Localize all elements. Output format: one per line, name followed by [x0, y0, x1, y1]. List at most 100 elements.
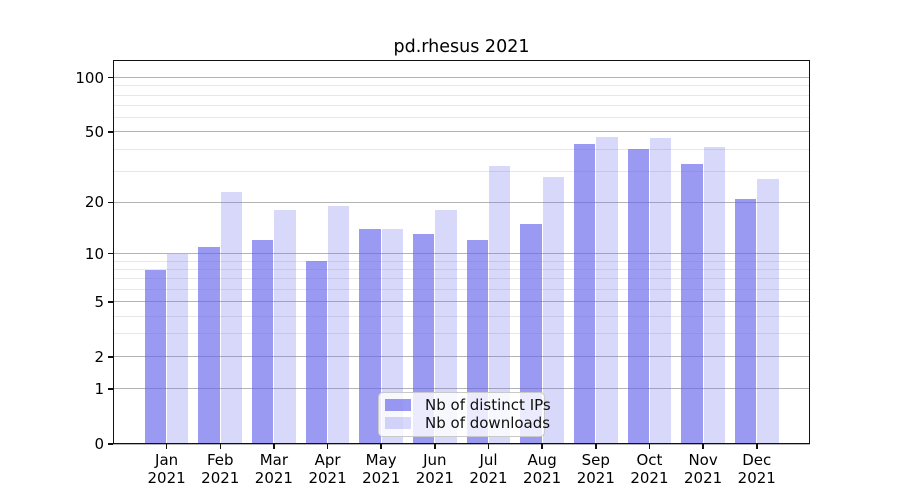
legend-label-downloads: Nb of downloads — [425, 414, 551, 433]
legend: Nb of distinct IPs Nb of downloads — [378, 391, 551, 437]
gridline-major — [113, 443, 810, 445]
x-tick-label: Sep 2021 — [561, 451, 631, 487]
gridline-minor — [113, 170, 810, 172]
gridline-minor — [113, 315, 810, 317]
gridline-minor — [113, 289, 810, 291]
y-tick-label: 20 — [84, 193, 104, 212]
x-tick-mark — [541, 444, 543, 449]
plot-area: Nb of distinct IPs Nb of downloads — [113, 60, 810, 445]
x-tick-mark — [595, 444, 597, 449]
bar-downloads — [649, 138, 672, 444]
x-tick-mark — [702, 444, 704, 449]
bar-downloads — [488, 166, 511, 444]
gridline-minor — [113, 278, 810, 280]
y-tick-mark — [108, 443, 113, 445]
bar-distinct-ips — [198, 246, 220, 444]
x-tick-label: Feb 2021 — [185, 451, 255, 487]
bar-distinct-ips — [681, 164, 703, 444]
y-tick-mark — [108, 131, 113, 133]
gridline-major — [113, 131, 810, 133]
x-tick-label: May 2021 — [346, 451, 416, 487]
x-tick-label: Jul 2021 — [454, 451, 524, 487]
x-tick-label: Mar 2021 — [239, 451, 309, 487]
y-tick-mark — [108, 201, 113, 204]
x-tick-year: 2021 — [147, 468, 186, 487]
bar-downloads — [757, 179, 779, 444]
x-tick-label: Nov 2021 — [668, 451, 738, 487]
x-tick-label: Apr 2021 — [293, 451, 363, 487]
bar-downloads — [167, 253, 189, 444]
x-tick-year: 2021 — [684, 468, 723, 487]
x-tick-year: 2021 — [362, 468, 401, 487]
bar-downloads — [703, 147, 725, 444]
x-tick-month: Jun — [423, 451, 447, 469]
gridline-minor — [113, 148, 810, 150]
bar-downloads — [542, 176, 564, 444]
x-tick-year: 2021 — [737, 468, 776, 487]
bar-downloads — [381, 229, 403, 444]
x-tick-year: 2021 — [254, 468, 293, 487]
bar-distinct-ips — [734, 198, 757, 444]
bars — [113, 60, 810, 444]
x-tick-mark — [434, 444, 436, 449]
x-tick-month: Feb — [206, 451, 234, 469]
gridline-minor — [113, 269, 810, 271]
x-tick-month: Oct — [636, 451, 663, 469]
x-tick-month: Nov — [688, 451, 718, 469]
x-tick-month: Apr — [314, 451, 341, 469]
bar-downloads — [274, 210, 296, 444]
y-tick-label: 10 — [84, 244, 104, 263]
bar-downloads — [220, 191, 243, 444]
gridline-minor — [113, 85, 810, 87]
y-tick-label: 50 — [84, 122, 104, 141]
x-tick-month: Jul — [479, 451, 498, 469]
x-tick-label: Dec 2021 — [722, 451, 792, 487]
x-tick-month: May — [365, 451, 397, 469]
y-tick-mark — [108, 252, 113, 255]
y-tick-label: 0 — [94, 435, 104, 453]
y-tick-mark — [108, 301, 113, 303]
gridline-major — [113, 253, 810, 255]
x-tick-mark — [648, 444, 651, 449]
x-tick-mark — [219, 444, 221, 449]
bar-distinct-ips — [359, 229, 381, 444]
gridline-major — [113, 301, 810, 303]
x-tick-label: Jan 2021 — [132, 451, 202, 487]
x-tick-label: Jun 2021 — [400, 451, 470, 487]
bar-downloads — [596, 136, 618, 444]
gridlines — [113, 60, 810, 445]
x-tick-mark — [487, 444, 490, 449]
x-tick-month: Dec — [742, 451, 772, 469]
gridline-major — [113, 388, 810, 390]
gridline-minor — [113, 94, 810, 96]
x-tick-year: 2021 — [630, 468, 669, 487]
x-tick-month: Aug — [527, 451, 557, 469]
x-tick-mark — [165, 444, 168, 449]
x-tick-year: 2021 — [469, 468, 508, 487]
gridline-minor — [113, 333, 810, 335]
bar-distinct-ips — [305, 261, 328, 444]
gridline-major — [113, 356, 810, 358]
gridline-minor — [113, 260, 810, 262]
x-tick-year: 2021 — [308, 468, 347, 487]
gridline-major — [113, 77, 810, 79]
bar-distinct-ips — [520, 223, 542, 444]
x-tick-mark — [273, 444, 275, 449]
legend-item-downloads: Nb of downloads — [385, 415, 550, 431]
x-tick-mark — [326, 444, 329, 449]
x-tick-year: 2021 — [523, 468, 562, 487]
bar-distinct-ips — [252, 240, 274, 444]
y-tick-label: 100 — [75, 68, 104, 87]
x-tick-mark — [380, 444, 382, 449]
x-tick-label: Oct 2021 — [614, 451, 684, 487]
y-tick-mark — [108, 76, 113, 79]
gridline-minor — [113, 117, 810, 119]
x-tick-year: 2021 — [201, 468, 240, 487]
legend-swatch-distinct-ips — [385, 398, 411, 412]
legend-swatch-downloads — [385, 416, 411, 430]
y-tick-mark — [108, 356, 113, 358]
x-tick-year: 2021 — [415, 468, 454, 487]
x-tick-month: Jan — [155, 451, 179, 469]
legend-label-distinct-ips: Nb of distinct IPs — [425, 395, 551, 414]
